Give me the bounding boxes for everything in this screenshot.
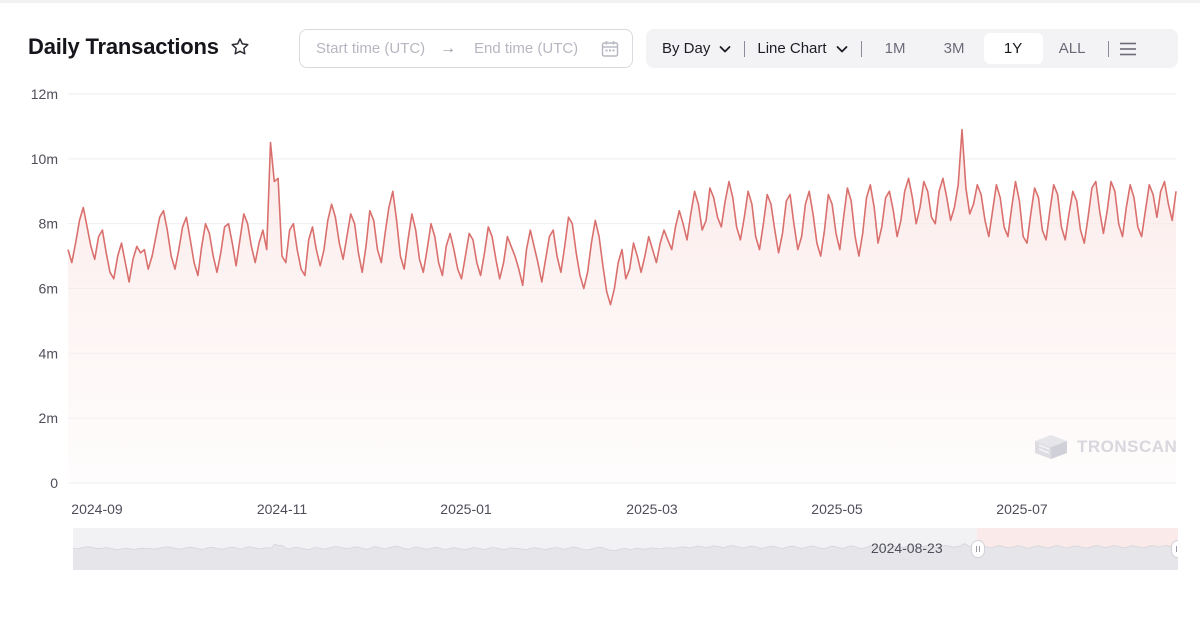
navigator-left-handle[interactable] [971, 540, 985, 558]
toolbar-divider [860, 40, 862, 57]
series-area [68, 129, 1176, 483]
calendar-icon[interactable] [600, 39, 620, 59]
tronscan-logo-icon [1031, 432, 1071, 462]
chevron-down-icon [718, 42, 732, 56]
menu-icon[interactable] [1117, 38, 1139, 60]
y-tick-label: 8m [39, 216, 58, 232]
start-time-input[interactable]: Start time (UTC) [316, 40, 426, 57]
range-button-3m[interactable]: 3M [943, 40, 965, 57]
y-tick-label: 2m [39, 410, 58, 426]
x-tick-label: 2025-05 [811, 501, 863, 517]
top-divider [0, 0, 1200, 3]
toolbar-divider [1107, 40, 1109, 57]
chevron-down-icon [835, 42, 849, 56]
star-icon[interactable] [229, 36, 251, 58]
y-tick-label: 4m [39, 345, 58, 361]
y-tick-label: 6m [39, 281, 58, 297]
series-line-daily-transactions[interactable] [67, 128, 1177, 306]
x-tick-label: 2025-07 [996, 501, 1048, 517]
watermark-text: TRONSCAN [1077, 437, 1178, 456]
chart-type-select[interactable]: Line Chart [757, 40, 848, 57]
range-button-1m[interactable]: 1M [884, 40, 906, 57]
range-button-1y[interactable]: 1Y [983, 33, 1043, 64]
x-tick-label: 2025-01 [440, 501, 492, 517]
x-tick-label: 2024-09 [71, 501, 123, 517]
chart-type-label: Line Chart [757, 40, 827, 57]
y-tick-label: 12m [31, 86, 58, 102]
granularity-select[interactable]: By Day [662, 40, 732, 57]
range-arrow-icon: → [440, 39, 456, 57]
x-tick-label: 2024-11 [257, 501, 308, 517]
navigator-line [73, 543, 1178, 552]
range-navigator[interactable]: 2024-08-23 [73, 528, 1178, 570]
range-button-all[interactable]: ALL [1058, 40, 1086, 57]
chart-toolbar: By Day Line Chart 1M 3M 1Y ALL [646, 29, 1178, 68]
navigator-area [73, 543, 1178, 570]
chart-header: Daily Transactions [28, 34, 251, 60]
y-tick-label: 0 [50, 475, 58, 491]
tronscan-watermark: TRONSCAN [1031, 432, 1177, 462]
granularity-label: By Day [662, 40, 711, 57]
x-tick-label: 2025-03 [626, 501, 678, 517]
y-tick-label: 10m [31, 151, 58, 167]
navigator-right-handle[interactable] [1171, 540, 1178, 558]
end-time-input[interactable]: End time (UTC) [474, 40, 579, 57]
navigator-sparkline [73, 543, 1178, 570]
line-chart[interactable]: 0 2m 4m 6m 8m 10m 12m 2024-09 2024-11 2025-01 202… [0, 80, 1200, 525]
toolbar-divider [744, 40, 746, 57]
navigator-start-label: 2024-08-23 [871, 540, 943, 556]
page-title: Daily Transactions [28, 34, 219, 59]
date-range-picker[interactable]: Start time (UTC) → End time (UTC) [299, 29, 633, 68]
